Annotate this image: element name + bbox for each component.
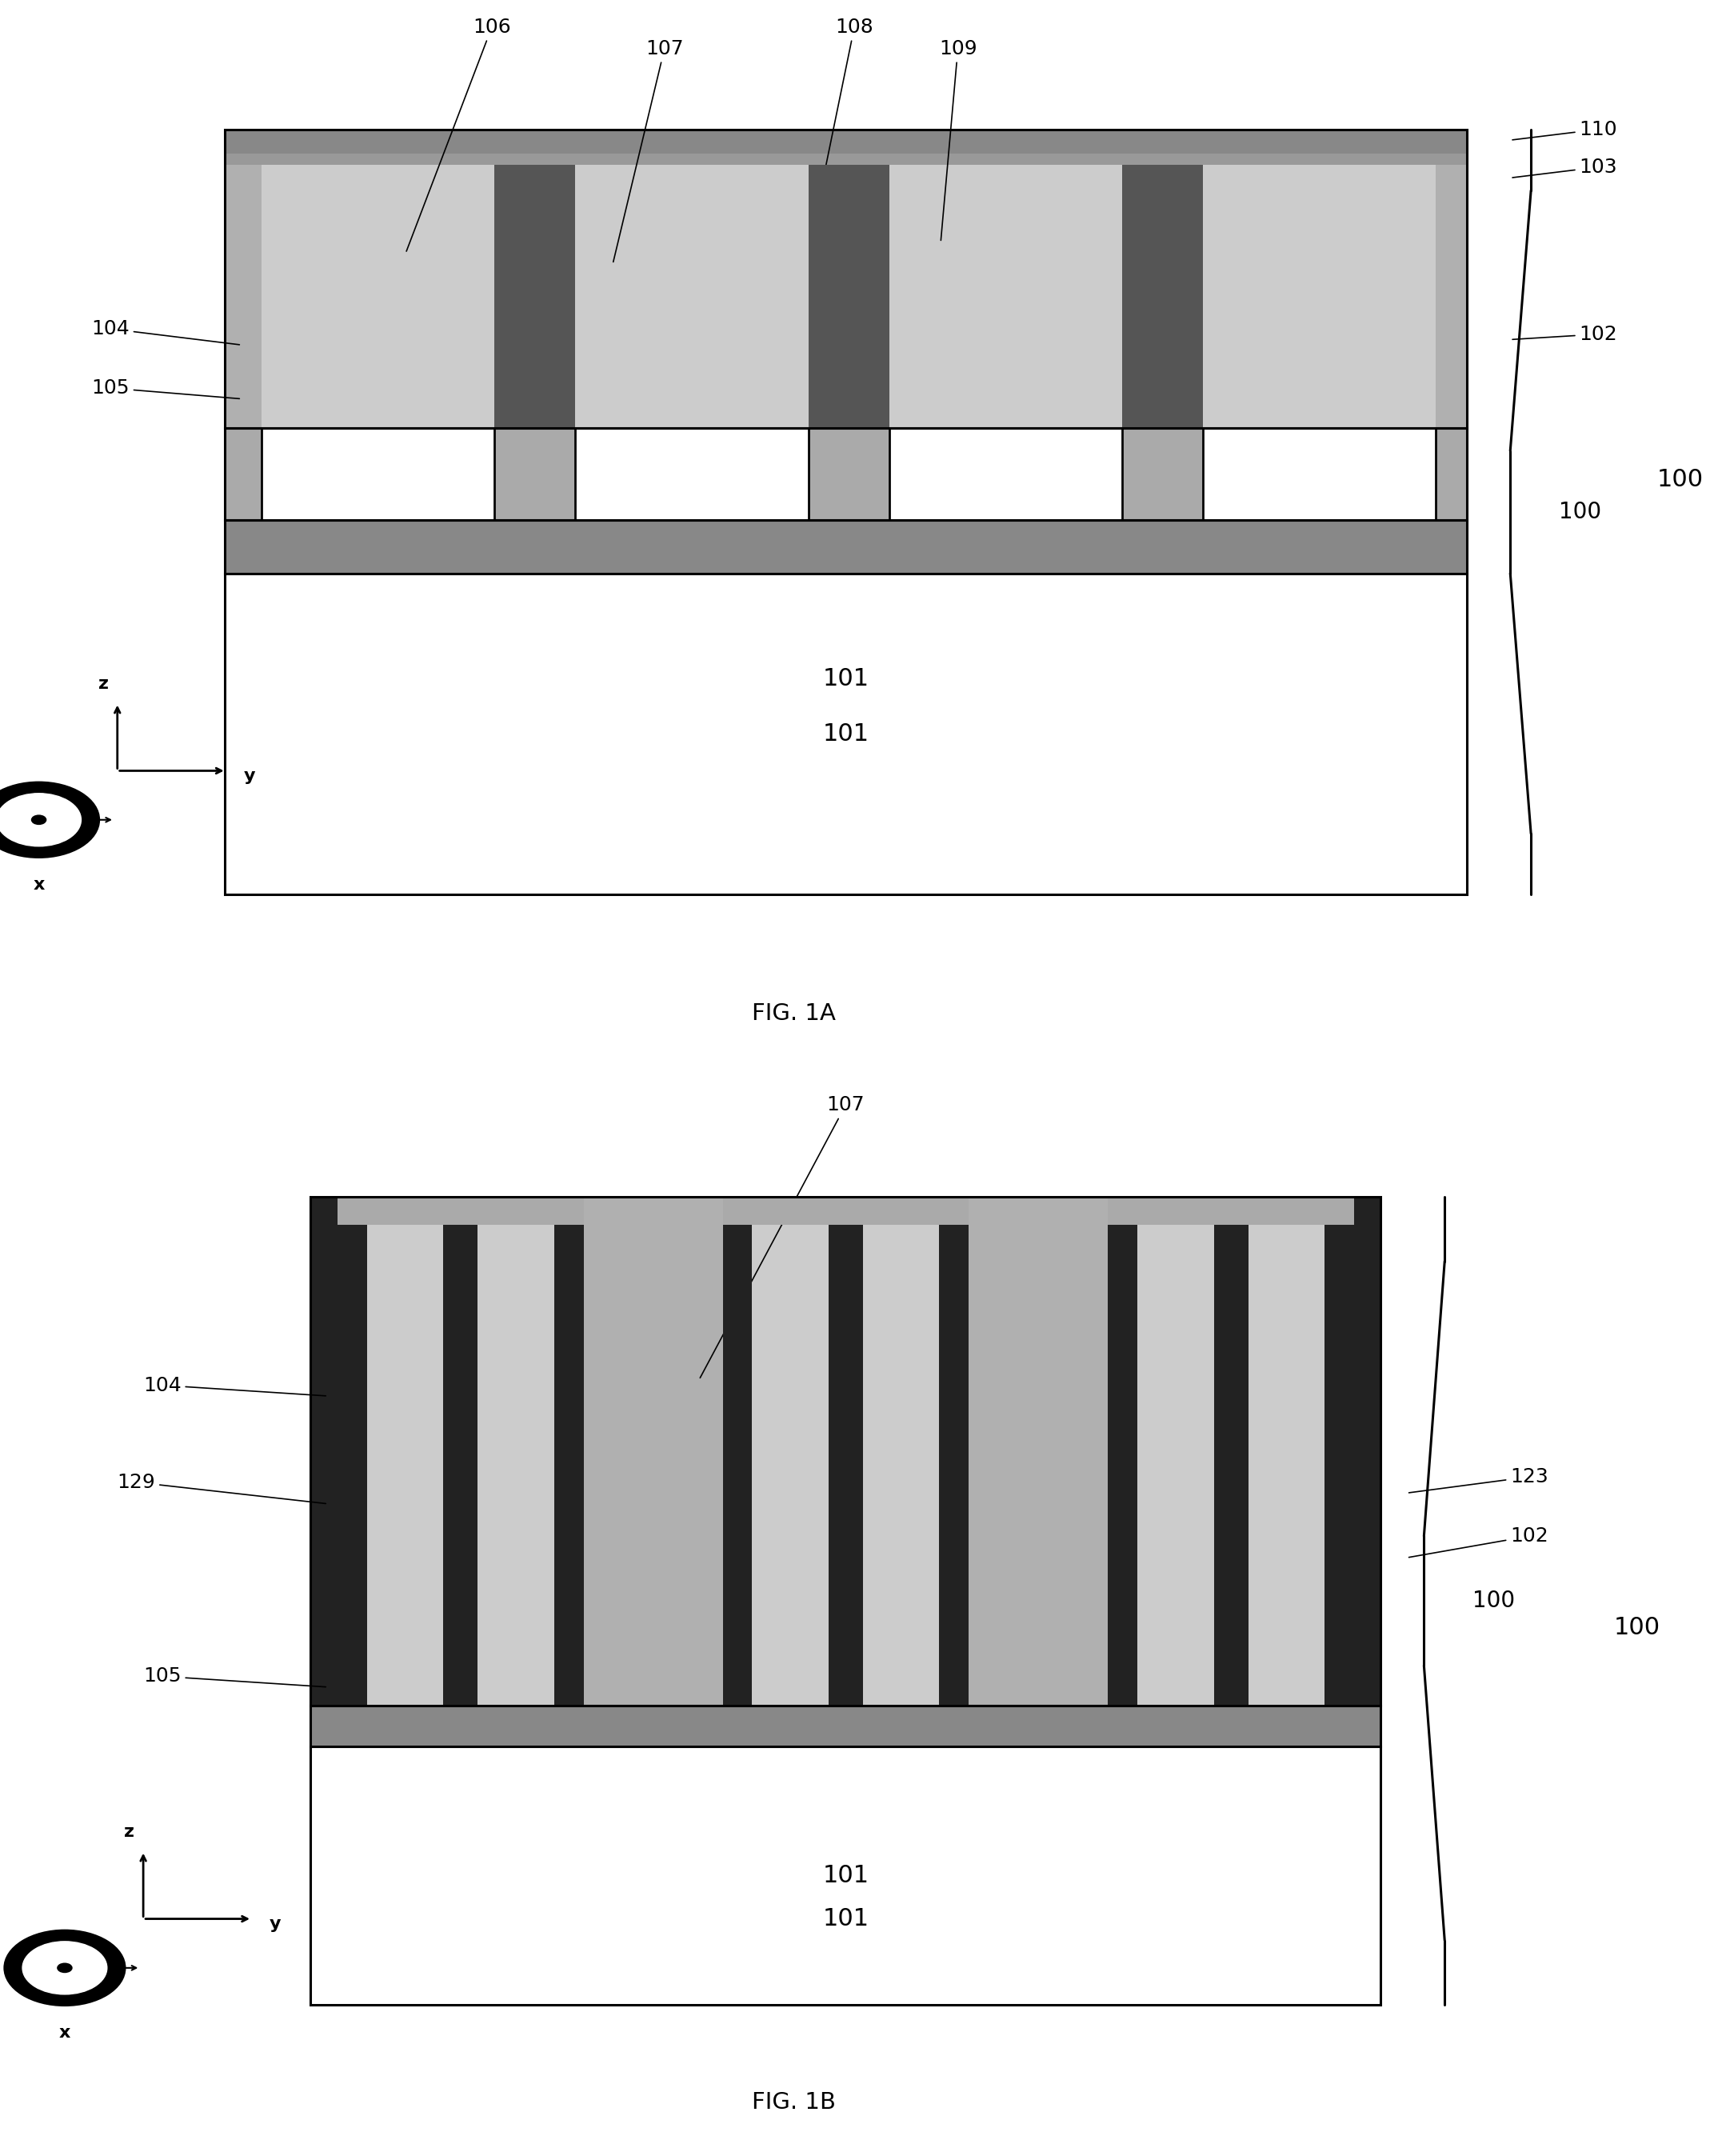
Text: z: z — [124, 1824, 135, 1839]
Bar — [224, 129, 1467, 153]
Text: y: y — [243, 768, 255, 785]
Text: y: y — [269, 1917, 281, 1932]
Circle shape — [22, 1940, 107, 1994]
Bar — [889, 166, 1122, 427]
Bar — [311, 1197, 338, 1705]
Bar — [224, 520, 1467, 573]
Text: 108: 108 — [811, 17, 873, 235]
Text: 102: 102 — [1512, 326, 1617, 343]
Bar — [338, 1197, 583, 1705]
Text: 105: 105 — [91, 379, 240, 399]
Bar — [753, 1197, 828, 1705]
Bar — [368, 1197, 444, 1705]
Bar — [554, 1197, 583, 1705]
Text: 123: 123 — [1408, 1468, 1548, 1492]
Bar — [889, 427, 1122, 520]
Text: 104: 104 — [91, 319, 240, 345]
Bar — [311, 1197, 1381, 1705]
Bar — [1203, 427, 1436, 520]
Circle shape — [31, 815, 47, 824]
Bar — [1203, 166, 1436, 427]
Text: 110: 110 — [1512, 121, 1617, 140]
Bar — [262, 427, 495, 520]
Text: 104: 104 — [143, 1376, 326, 1395]
Bar — [1248, 1197, 1324, 1705]
Bar — [338, 1197, 583, 1225]
Bar — [1213, 1197, 1248, 1705]
Bar — [311, 1746, 1381, 2005]
Text: 106: 106 — [406, 17, 511, 252]
Bar — [575, 427, 808, 520]
Bar — [311, 1197, 1381, 1705]
Text: 100: 100 — [1614, 1617, 1660, 1639]
Text: 109: 109 — [939, 39, 977, 239]
Bar — [224, 129, 1467, 166]
Text: 107: 107 — [613, 39, 683, 261]
Text: 107: 107 — [701, 1095, 865, 1378]
Bar — [495, 166, 575, 427]
Text: 100: 100 — [1657, 468, 1704, 492]
Text: 102: 102 — [1408, 1526, 1548, 1557]
Bar — [224, 129, 1467, 427]
Bar — [224, 573, 1467, 895]
Text: 100: 100 — [1472, 1589, 1515, 1613]
Bar — [1108, 1197, 1353, 1225]
Bar — [1137, 1197, 1213, 1705]
Bar — [338, 1197, 368, 1705]
Text: 101: 101 — [823, 668, 868, 690]
Text: 105: 105 — [143, 1667, 326, 1686]
Text: FIG. 1A: FIG. 1A — [753, 1003, 835, 1024]
Bar — [311, 1705, 1381, 1746]
Bar — [828, 1197, 863, 1705]
Circle shape — [0, 783, 100, 858]
Bar — [224, 427, 1467, 520]
Bar — [478, 1197, 554, 1705]
Bar — [808, 166, 889, 427]
Bar — [1324, 1197, 1353, 1705]
Text: 101: 101 — [823, 1908, 868, 1930]
Bar — [939, 1197, 968, 1705]
Bar — [723, 1197, 968, 1225]
Bar — [863, 1197, 939, 1705]
Bar — [1108, 1197, 1353, 1705]
Bar — [1108, 1197, 1137, 1705]
Circle shape — [3, 1930, 124, 2005]
Bar — [262, 166, 495, 427]
Text: 129: 129 — [117, 1473, 326, 1503]
Text: 101: 101 — [823, 1865, 868, 1886]
Text: x: x — [59, 2024, 71, 2040]
Bar — [311, 1705, 1381, 1746]
Text: z: z — [98, 677, 109, 692]
Bar — [723, 1197, 968, 1705]
Bar — [1122, 166, 1203, 427]
Circle shape — [57, 1964, 72, 1973]
Text: 101: 101 — [823, 722, 868, 746]
Text: 103: 103 — [1512, 157, 1617, 177]
Bar — [575, 166, 808, 427]
Bar — [444, 1197, 478, 1705]
Bar — [224, 520, 1467, 573]
Text: 100: 100 — [1559, 500, 1602, 524]
Bar — [723, 1197, 753, 1705]
Bar — [1355, 1197, 1381, 1705]
Bar — [224, 129, 1467, 427]
Bar — [224, 427, 1467, 520]
Text: FIG. 1B: FIG. 1B — [753, 2091, 835, 2113]
Circle shape — [0, 793, 81, 847]
Text: x: x — [33, 877, 45, 893]
